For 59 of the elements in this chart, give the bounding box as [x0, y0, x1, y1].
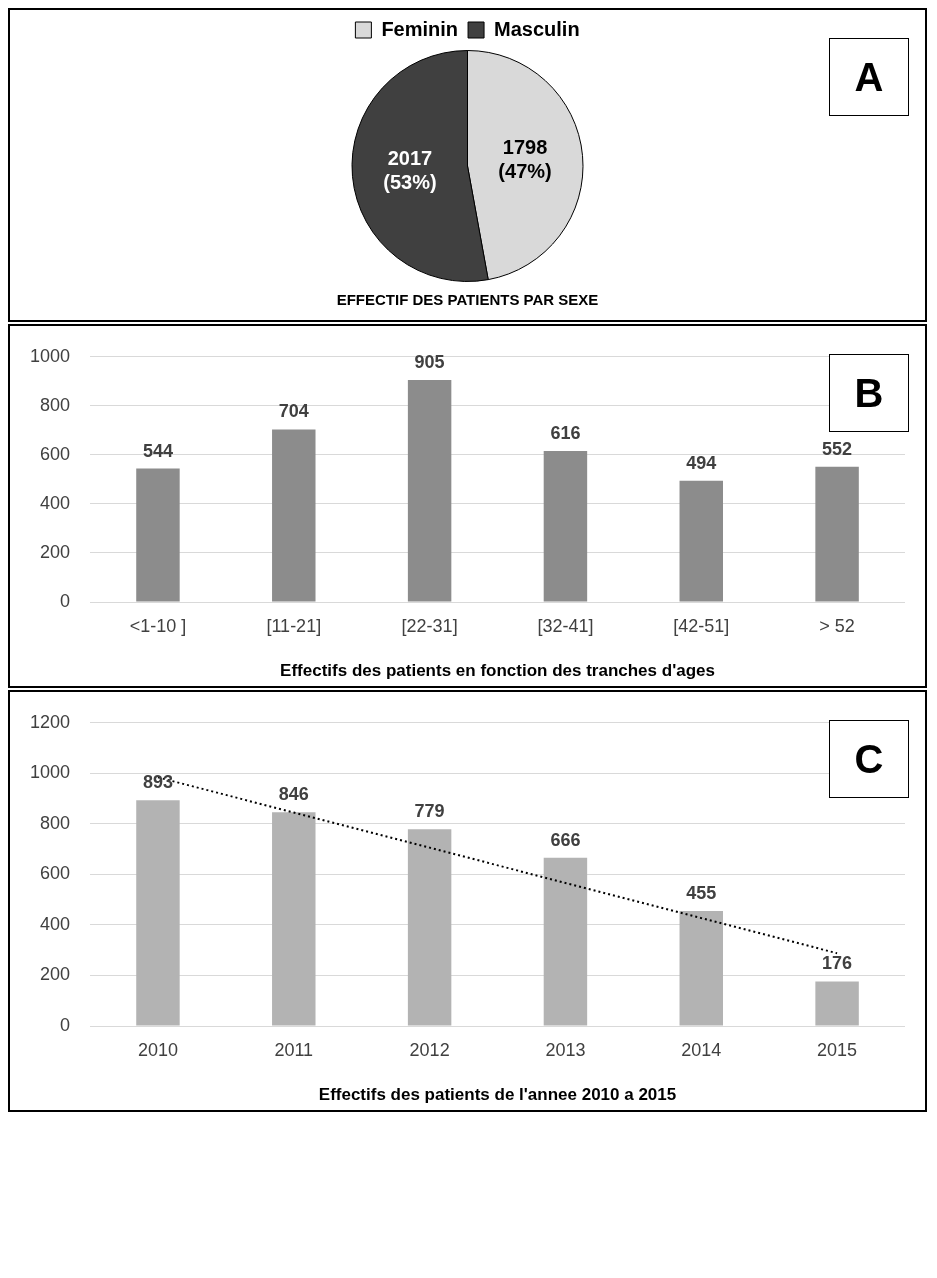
x-tick-label: 2015 [817, 1039, 858, 1060]
text: EFFECTIF DES PATIENTS PAR SEXE [336, 291, 599, 309]
x-axis-title: Effectifs des patients de l'annee 2010 a 2015 [318, 1085, 677, 1105]
bar [407, 829, 452, 1026]
y-tick-label: 600 [40, 443, 71, 464]
y-tick-label: 1200 [30, 711, 71, 732]
x-tick-label: 2014 [681, 1039, 722, 1060]
data-label: 616 [550, 422, 581, 443]
y-tick-label: 600 [40, 863, 71, 884]
data-label: 552 [822, 438, 853, 459]
x-tick-label: [11-21] [266, 615, 322, 636]
data-label: 176 [822, 953, 853, 974]
data-label: 704 [278, 401, 309, 422]
legend-label: Feminin [381, 17, 459, 40]
y-tick-label: 0 [60, 1014, 71, 1035]
y-tick-label: 400 [40, 492, 71, 513]
bar [272, 429, 316, 602]
data-label: 779 [414, 801, 445, 822]
y-tick-label: 200 [40, 964, 71, 985]
x-tick-label: <1-10 ] [129, 615, 187, 636]
bar [679, 480, 723, 602]
y-tick-label: 400 [40, 913, 71, 934]
x-tick-label: [42-51] [673, 615, 730, 636]
x-tick-label: [32-41] [537, 615, 594, 636]
annotation: B [829, 354, 909, 432]
bar [543, 857, 588, 1026]
bar [815, 466, 859, 602]
bar [272, 812, 316, 1026]
data-label: 1798 (47%) [498, 136, 552, 183]
x-tick-label: 2013 [545, 1039, 586, 1060]
data-label: 455 [686, 883, 717, 904]
data-label: 905 [414, 352, 445, 373]
text: A [829, 38, 909, 116]
x-tick-label: > 52 [819, 615, 855, 636]
y-tick-label: 1000 [30, 762, 71, 783]
legend-label: Masculin [494, 17, 580, 40]
x-axis-title: Effectifs des patients en fonction des tranches d'ages [280, 661, 715, 681]
y-tick-label: 1000 [30, 345, 71, 366]
x-tick-label: 2011 [274, 1039, 314, 1060]
bar [815, 981, 859, 1026]
y-tick-label: 0 [60, 590, 71, 611]
data-label: 2017 (53%) [383, 146, 437, 193]
data-label: 544 [142, 440, 173, 461]
data-label: 666 [550, 829, 581, 850]
y-tick-label: 800 [40, 812, 71, 833]
annotation: C [829, 720, 909, 798]
bar [407, 380, 452, 602]
x-tick-label: 2012 [409, 1039, 450, 1060]
data-label: 846 [278, 784, 309, 805]
y-tick-label: 200 [40, 541, 71, 562]
data-label: 893 [142, 772, 173, 793]
x-tick-label: 2010 [137, 1039, 178, 1060]
bar [543, 450, 588, 602]
bar [136, 800, 180, 1026]
y-tick-label: 800 [40, 394, 71, 415]
bar [679, 911, 723, 1026]
data-label: 494 [686, 452, 717, 473]
x-tick-label: [22-31] [401, 615, 458, 636]
bar [136, 468, 180, 602]
